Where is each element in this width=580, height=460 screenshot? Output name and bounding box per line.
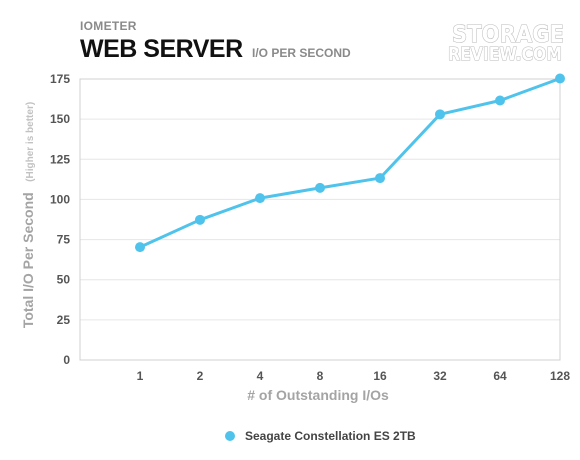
chart-subtitle: I/O PER SECOND [252,46,351,60]
logo-line-1: STORAGE [452,22,564,48]
x-tick-label: 64 [493,369,507,383]
y-tick-label: 125 [50,152,70,166]
data-point [315,182,325,193]
legend-label: Seagate Constellation ES 2TB [245,429,416,443]
data-point [495,95,505,106]
plot-area [79,78,561,361]
y-tick-label: 150 [50,112,70,126]
y-axis-label: Total I/O Per Second [20,192,36,328]
y-tick-label: 175 [50,72,70,86]
y-tick-label: 0 [63,353,70,367]
y-axis-ticks: 0 25 50 75 100 125 150 175 [50,72,70,367]
x-tick-label: 1 [137,369,144,383]
x-axis-label: # of Outstanding I/Os [247,387,389,403]
data-point [195,214,205,225]
legend-marker [225,431,235,441]
gridlines [80,118,560,321]
y-tick-label: 100 [50,192,70,206]
x-tick-label: 128 [550,369,570,383]
y-tick-label: 25 [57,313,71,327]
y-axis-note: (Higher is better) [25,102,36,182]
y-axis-label-line: Total I/O Per Second (Higher is better) [20,102,37,328]
legend: Seagate Constellation ES 2TB [225,429,416,443]
chart-supertitle: IOMETER [80,19,137,33]
storagereview-logo: STORAGE REVIEW.COM [447,21,564,65]
chart-title: WEB SERVER [80,35,243,63]
y-tick-label: 75 [57,233,71,247]
series-layer [135,73,565,253]
x-tick-label: 2 [197,369,204,383]
data-point [255,193,265,204]
x-tick-label: 32 [433,369,447,383]
y-axis-label-group: Total I/O Per Second (Higher is better) [20,102,37,328]
data-point [435,109,445,120]
x-tick-label: 16 [373,369,387,383]
data-point [135,242,145,253]
x-tick-label: 4 [257,369,264,383]
logo-line-2: REVIEW.COM [448,44,562,65]
data-point [375,173,385,184]
y-tick-label: 50 [57,273,71,287]
x-tick-label: 8 [317,369,324,383]
data-point [555,73,565,84]
x-axis-ticks: 1 2 4 8 16 32 64 128 [137,369,571,383]
series-line [138,77,562,249]
